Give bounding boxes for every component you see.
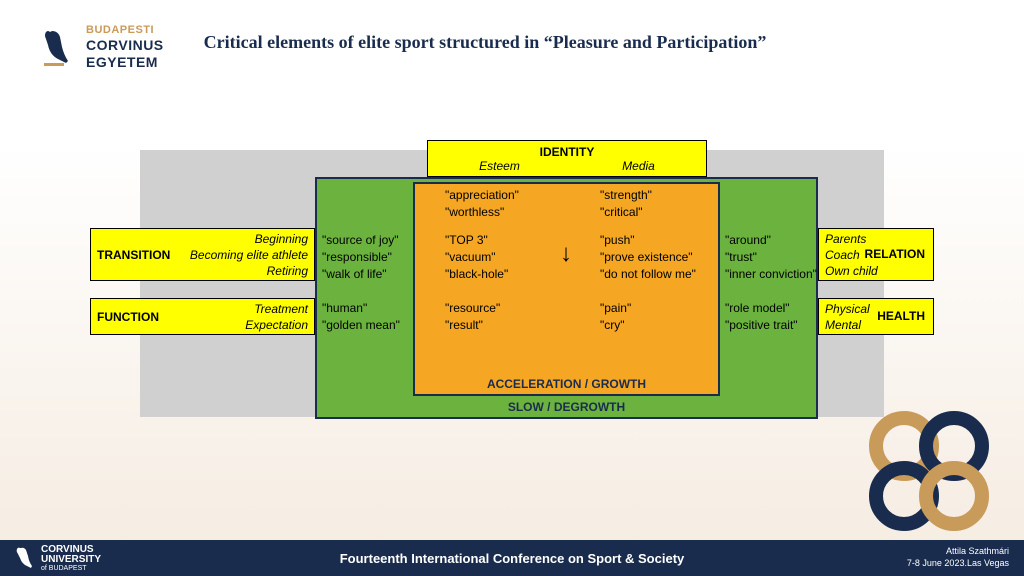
footer: CORVINUS UNIVERSITY of BUDAPEST Fourteen… (0, 540, 1024, 576)
logo-line3: EGYETEM (86, 54, 164, 71)
university-logo: BUDAPESTI CORVINUS EGYETEM (40, 24, 164, 71)
transition-item: Beginning (190, 231, 308, 247)
cell: "pain" "cry" (600, 300, 631, 334)
identity-esteem: Esteem (479, 159, 520, 173)
rings-decoration-icon (859, 401, 999, 541)
function-item: Expectation (245, 317, 308, 333)
health-label: HEALTH (877, 309, 925, 323)
diagram: IDENTITY Esteem Media TRANSITION Beginni… (90, 140, 934, 425)
corvinus-crow-icon (40, 27, 76, 67)
relation-box: Parents Coach Own child RELATION (818, 228, 934, 281)
footer-logo-line2: UNIVERSITY (41, 555, 101, 565)
footer-crow-icon (15, 546, 35, 570)
footer-conference-title: Fourteenth International Conference on S… (340, 551, 685, 566)
cell: "TOP 3" "vacuum" "black-hole" (445, 232, 508, 282)
logo-line1: BUDAPESTI (86, 24, 164, 37)
identity-box: IDENTITY Esteem Media (427, 140, 707, 177)
health-item: Mental (825, 317, 870, 333)
footer-logo-line3: of BUDAPEST (41, 565, 101, 572)
cell: "appreciation" "worthless" (445, 187, 519, 221)
cell: "strength" "critical" (600, 187, 652, 221)
footer-logo: CORVINUS UNIVERSITY of BUDAPEST (15, 545, 101, 572)
cell: "role model" "positive trait" (725, 300, 798, 334)
green-label: SLOW / DEGROWTH (317, 400, 816, 414)
cell: "around" "trust" "inner conviction" (725, 232, 817, 282)
cell: "push" "prove existence" "do not follow … (600, 232, 696, 282)
transition-label: TRANSITION (91, 248, 170, 262)
footer-author-info: Attila Szathmári 7-8 June 2023.Las Vegas (907, 546, 1009, 569)
logo-line2: CORVINUS (86, 37, 164, 54)
relation-item: Parents (825, 231, 878, 247)
relation-label: RELATION (865, 247, 925, 261)
function-box: FUNCTION Treatment Expectation (90, 298, 315, 335)
header: BUDAPESTI CORVINUS EGYETEM Critical elem… (0, 0, 1024, 71)
cell: "source of joy" "responsible" "walk of l… (322, 232, 399, 282)
identity-media: Media (622, 159, 655, 173)
footer-logo-line1: CORVINUS (41, 545, 101, 555)
down-arrow-icon: ↓ (560, 240, 572, 268)
function-item: Treatment (245, 301, 308, 317)
cell: "resource" "result" (445, 300, 500, 334)
orange-label: ACCELERATION / GROWTH (415, 377, 718, 391)
function-label: FUNCTION (91, 310, 159, 324)
transition-item: Becoming elite athlete (190, 247, 308, 263)
identity-title: IDENTITY (540, 145, 595, 159)
transition-box: TRANSITION Beginning Becoming elite athl… (90, 228, 315, 281)
transition-item: Retiring (190, 263, 308, 279)
health-item: Physical (825, 301, 870, 317)
health-box: Physical Mental HEALTH (818, 298, 934, 335)
relation-item: Own child (825, 263, 878, 279)
slide-title: Critical elements of elite sport structu… (204, 32, 767, 53)
cell: "human" "golden mean" (322, 300, 400, 334)
